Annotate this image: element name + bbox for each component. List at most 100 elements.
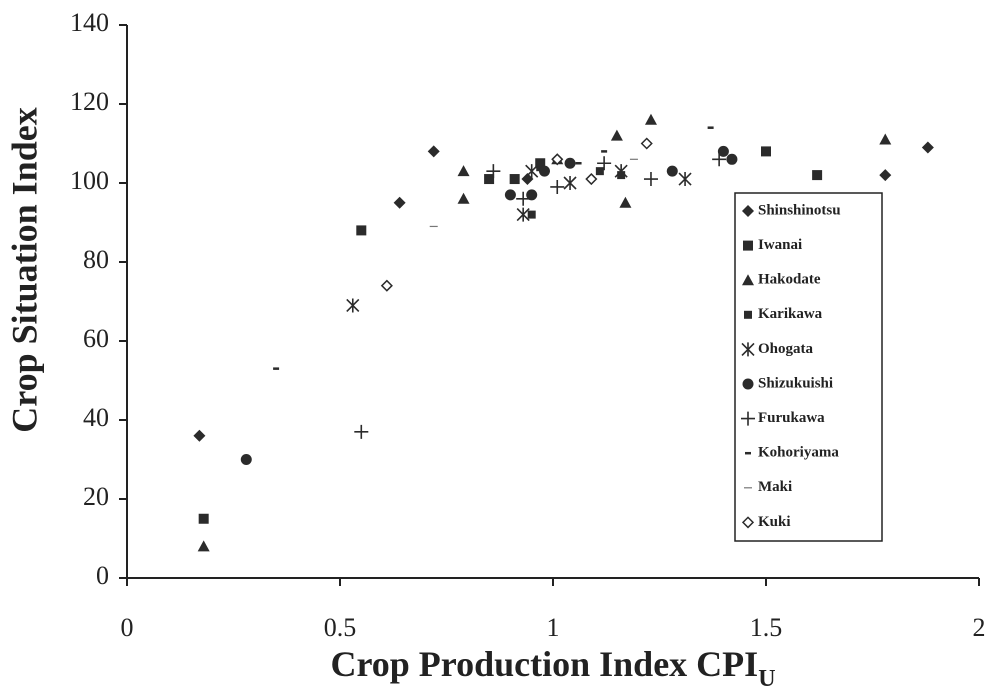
- data-point: [726, 153, 738, 165]
- marker-shape: [484, 174, 495, 185]
- data-point: [619, 196, 632, 208]
- marker-shape: [619, 196, 632, 208]
- legend-marker: [744, 310, 752, 319]
- data-point: [678, 172, 692, 187]
- data-point: [198, 513, 209, 524]
- data-point: [509, 174, 520, 185]
- marker-shape: [356, 225, 367, 236]
- marker-shape: [536, 163, 545, 172]
- legend-marker: [741, 516, 755, 529]
- marker-shape: [550, 179, 565, 194]
- data-point: [812, 170, 823, 181]
- data-point: [879, 133, 892, 145]
- data-point: [521, 173, 534, 186]
- data-point: [879, 169, 892, 182]
- marker-shape: [726, 153, 738, 165]
- y-tick-label: 80: [83, 245, 109, 274]
- marker-shape: [742, 378, 754, 390]
- x-tick-label: 0: [121, 613, 134, 642]
- legend-label: Shizukuishi: [758, 375, 833, 391]
- marker-shape: [741, 411, 755, 426]
- legend-label: Ohogata: [758, 341, 814, 357]
- legend-label: Kuki: [758, 514, 791, 530]
- marker-shape: [717, 145, 729, 157]
- data-point: [921, 141, 934, 154]
- marker-shape: [610, 129, 623, 141]
- marker-shape: [527, 210, 536, 219]
- legend-label: Kohoriyama: [758, 445, 839, 461]
- data-point: [640, 137, 653, 150]
- marker-shape: [595, 167, 604, 176]
- data-point: [427, 145, 440, 158]
- data-point: [484, 174, 495, 185]
- marker-shape: [640, 137, 653, 150]
- data-point: [551, 153, 564, 166]
- marker-shape: [678, 172, 692, 187]
- data-point: [240, 454, 252, 465]
- legend-marker: [742, 274, 754, 286]
- y-tick-label: 100: [70, 166, 109, 195]
- marker-shape: [457, 165, 470, 177]
- x-axis-label-main: Crop Production Index CPI: [330, 644, 758, 684]
- data-point: [610, 129, 623, 141]
- marker-shape: [193, 429, 206, 442]
- data-point: [564, 157, 576, 169]
- legend-label: Shinshinotsu: [758, 202, 841, 218]
- marker-shape: [525, 164, 539, 179]
- data-point: [614, 164, 628, 179]
- marker-shape: [380, 279, 393, 292]
- y-tick-label: 140: [70, 8, 109, 37]
- data-point: [516, 207, 530, 222]
- legend-marker: [742, 378, 754, 390]
- marker-shape: [516, 207, 530, 222]
- marker-shape: [516, 191, 531, 206]
- y-axis-label: Crop Situation Index: [4, 107, 44, 432]
- data-point: [536, 163, 545, 172]
- data-point: [527, 210, 536, 219]
- legend-label: Furukawa: [758, 410, 825, 426]
- marker-shape: [346, 298, 360, 313]
- data-point: [538, 165, 550, 177]
- data-point: [526, 189, 538, 201]
- x-tick-label: 1.5: [750, 613, 783, 642]
- data-point: [346, 298, 360, 313]
- marker-shape: [198, 513, 209, 524]
- data-point: [666, 165, 678, 177]
- marker-shape: [741, 516, 755, 529]
- marker-shape: [393, 196, 406, 209]
- marker-shape: [614, 164, 628, 179]
- data-point: [393, 196, 406, 209]
- y-tick-label: 120: [70, 87, 109, 116]
- data-point: [516, 191, 531, 206]
- marker-shape: [486, 164, 501, 179]
- marker-shape: [563, 176, 577, 190]
- marker-shape: [509, 174, 520, 185]
- marker-shape: [879, 133, 892, 145]
- data-point: [525, 164, 539, 179]
- data-point: [486, 164, 501, 179]
- x-tick-label: 0.5: [324, 613, 357, 642]
- data-point: [193, 429, 206, 442]
- y-tick-label: 60: [83, 324, 109, 353]
- marker-shape: [551, 153, 564, 166]
- marker-shape: [742, 205, 754, 217]
- data-point: [550, 179, 565, 194]
- marker-shape: [879, 169, 892, 182]
- data-point: [197, 540, 210, 552]
- marker-shape: [644, 113, 657, 125]
- data-point: [585, 172, 598, 186]
- legend-marker: [741, 342, 755, 357]
- marker-shape: [564, 157, 576, 169]
- marker-shape: [597, 156, 612, 171]
- legend-label: Karikawa: [758, 306, 823, 322]
- marker-shape: [504, 189, 516, 201]
- marker-shape: [427, 145, 440, 158]
- marker-shape: [526, 189, 538, 201]
- marker-shape: [812, 170, 823, 181]
- marker-shape: [744, 310, 752, 319]
- data-point: [597, 156, 612, 171]
- data-point: [595, 167, 604, 176]
- marker-shape: [240, 454, 252, 465]
- y-tick-label: 20: [83, 482, 109, 511]
- marker-shape: [643, 172, 658, 187]
